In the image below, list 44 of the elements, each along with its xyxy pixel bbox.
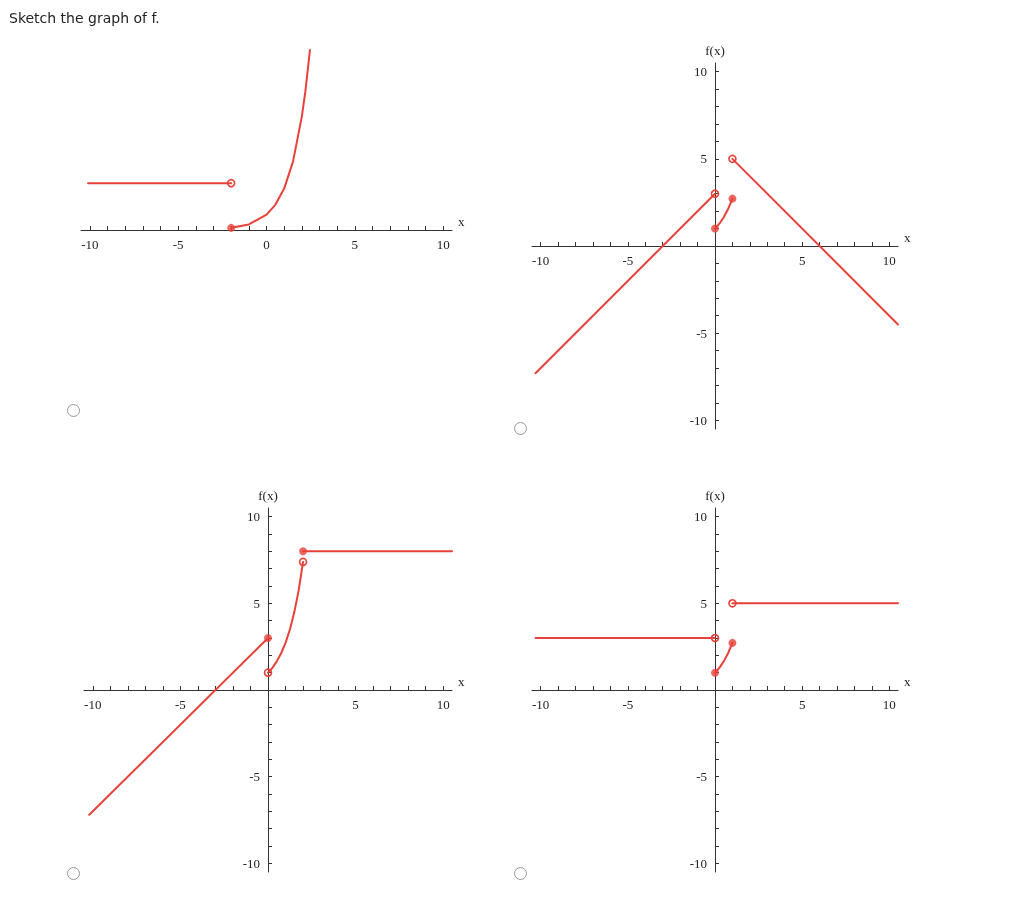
x-tick-label: 5 bbox=[352, 697, 359, 712]
y-tick-label: 10 bbox=[694, 64, 707, 80]
y-tick-label: -10 bbox=[242, 855, 260, 871]
x-axis-title: x bbox=[458, 674, 465, 689]
point bbox=[728, 194, 737, 203]
x-tick-label: 10 bbox=[882, 697, 896, 712]
y-axis-title: f(x) bbox=[258, 488, 278, 503]
point bbox=[264, 634, 272, 642]
x-axis-title: x bbox=[904, 674, 911, 689]
x-tick-label: 5 bbox=[351, 237, 359, 252]
y-tick-label: 5 bbox=[700, 151, 707, 167]
x-tick-label: 10 bbox=[436, 237, 450, 252]
x-tick-label: -10 bbox=[84, 697, 102, 712]
y-tick-label: -5 bbox=[249, 769, 260, 785]
y-tick-label: -5 bbox=[696, 769, 707, 785]
x-tick-label: 5 bbox=[798, 697, 806, 712]
y-axis-title: f(x) bbox=[705, 43, 725, 58]
x-axis-title: x bbox=[458, 214, 465, 229]
x-tick-label: 5 bbox=[798, 253, 806, 268]
y-tick-label: 10 bbox=[247, 509, 260, 525]
x-tick-label: -5 bbox=[622, 253, 634, 268]
y-tick-label: 5 bbox=[253, 595, 260, 611]
y-tick-label: -10 bbox=[689, 855, 707, 871]
x-tick-label: 10 bbox=[436, 697, 450, 712]
x-tick-label: -5 bbox=[172, 237, 184, 252]
point bbox=[728, 638, 737, 647]
x-tick-label: -10 bbox=[81, 237, 99, 252]
point bbox=[711, 224, 719, 233]
x-tick-label: -5 bbox=[622, 697, 634, 712]
point bbox=[299, 547, 308, 556]
y-tick-label: -10 bbox=[689, 412, 707, 428]
x-tick-label: -5 bbox=[174, 697, 186, 712]
y-tick-label: 10 bbox=[694, 509, 707, 525]
line-series bbox=[267, 560, 305, 674]
chart-title: Sketch the graph of f. bbox=[9, 10, 160, 26]
x-tick-label: 10 bbox=[882, 253, 896, 268]
x-tick-label: -10 bbox=[532, 697, 550, 712]
point bbox=[711, 668, 719, 677]
x-axis-title: x bbox=[904, 230, 911, 245]
y-tick-label: 5 bbox=[700, 595, 707, 611]
x-tick-label: 0 bbox=[263, 237, 270, 252]
y-axis-title: f(x) bbox=[705, 488, 725, 503]
y-tick-label: -5 bbox=[696, 325, 707, 341]
x-tick-label: -10 bbox=[532, 253, 550, 268]
